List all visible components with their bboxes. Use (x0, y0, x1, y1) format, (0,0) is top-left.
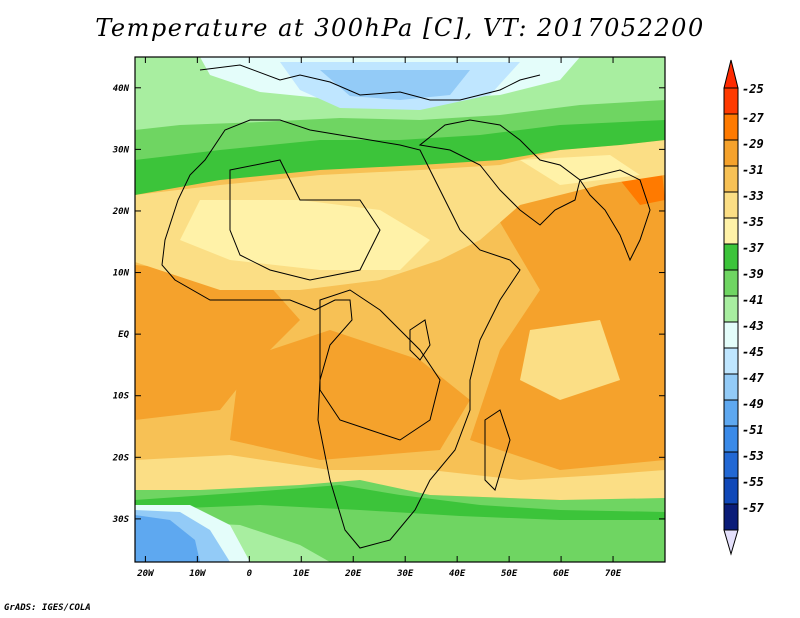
arabia-outline (418, 119, 581, 226)
colorbar-label: -53 (742, 449, 764, 463)
colorbar-segment (723, 503, 739, 531)
colorbar-top-arrow (723, 59, 739, 89)
colorbar-label: -39 (742, 267, 764, 281)
x-tick-label: 60E (553, 569, 570, 579)
madagascar-outline (484, 409, 511, 491)
colorbar-label: -51 (742, 423, 764, 437)
india-outline (579, 169, 651, 262)
colorbar-label: -55 (742, 475, 764, 489)
central-africa-borders (319, 289, 441, 441)
y-tick-label: 30S (112, 515, 130, 525)
x-tick-label: 10W (189, 569, 207, 579)
x-tick-label: 20E (344, 569, 362, 579)
y-tick-label: EQ (118, 330, 129, 340)
colorbar-segment (723, 243, 739, 271)
colorbar-label: -27 (742, 111, 764, 125)
x-tick-label: 30E (396, 569, 414, 579)
colorbar-label: -41 (742, 293, 764, 307)
y-tick-label: 20S (112, 453, 130, 463)
colorbar-label: -43 (742, 319, 764, 333)
colorbar-segment (723, 269, 739, 297)
africa-outline (161, 119, 521, 549)
colorbar-label: -33 (742, 189, 764, 203)
y-tick-label: 10N (113, 269, 130, 279)
colorbar-segment (723, 139, 739, 167)
field-band-29-south (230, 330, 470, 460)
field-band-47-north (320, 70, 470, 100)
colorbar-label: -49 (742, 397, 764, 411)
field-band-49-south (135, 515, 200, 562)
x-tick-label: 40E (449, 569, 466, 579)
field-band-35-sahara (180, 200, 430, 270)
colorbar-segment (723, 425, 739, 453)
colorbar-segment (723, 113, 739, 141)
x-tick-label: 10E (293, 569, 310, 579)
colorbar-segment (723, 295, 739, 323)
colorbar-bottom-arrow (723, 529, 739, 556)
y-tick-label: 20N (112, 207, 130, 217)
field-band-29-west (135, 265, 300, 420)
colorbar-segment (723, 87, 739, 115)
colorbar-segment (723, 399, 739, 427)
colorbar-segment (723, 373, 739, 401)
colorbar-segment (723, 191, 739, 219)
field-band-37-south (135, 485, 665, 520)
field-band-33-indian (520, 320, 620, 400)
colorbar-label: -35 (742, 215, 764, 229)
mediterranean-north-coast (199, 64, 541, 101)
map-axes: 20W 10W 0 10E 20E 30E 40E 50E 60E 70E 40N 30N 20N 10N… (112, 57, 665, 579)
sahel-borders (229, 159, 381, 281)
colorbar-label: -37 (742, 241, 764, 255)
colorbar-segment (723, 165, 739, 193)
colorbar-segment (723, 451, 739, 479)
lake-victoria (409, 319, 431, 361)
y-tick-label: 10S (113, 392, 130, 402)
colorbar-segment (723, 347, 739, 375)
y-tick-label: 30N (112, 145, 130, 155)
colorbar-label: -57 (742, 501, 764, 515)
x-tick-label: 50E (501, 569, 518, 579)
plot-frame (134, 56, 666, 563)
colorbar-segment (723, 477, 739, 505)
colorbar-label: -25 (742, 82, 764, 96)
colorbar-label: -45 (742, 345, 764, 359)
map-title: Temperature at 300hPa [C], VT: 201705220… (95, 14, 705, 42)
colorbar: -25 -27 -29 -31 -33 -35 -37 -39 -41 -43 -45 -47 -49 -… (723, 59, 764, 556)
x-tick-label: 0 (247, 569, 253, 579)
colorbar-segment (723, 321, 739, 349)
temperature-field (135, 57, 665, 562)
x-tick-label: 70E (605, 569, 622, 579)
x-tick-label: 20W (136, 569, 155, 579)
grads-credit: GrADS: IGES/COLA (4, 603, 91, 613)
colorbar-label: -29 (742, 137, 764, 151)
colorbar-segment (723, 217, 739, 245)
colorbar-label: -47 (742, 371, 764, 385)
colorbar-label: -31 (742, 163, 764, 177)
y-tick-label: 40N (113, 84, 130, 94)
field-band-29-east (470, 160, 665, 470)
coastlines (161, 64, 651, 549)
